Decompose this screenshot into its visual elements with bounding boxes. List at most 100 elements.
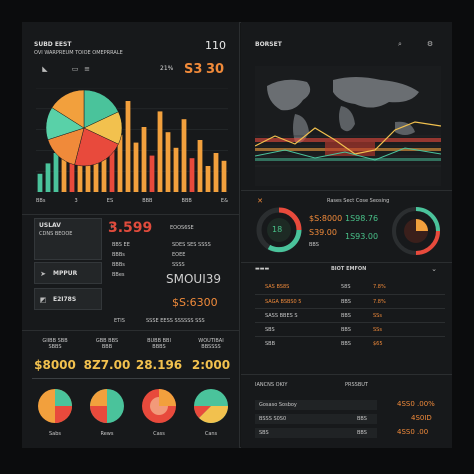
card-sub: CDNS BEOOE xyxy=(39,231,73,237)
big-text-1: SMOUI39 xyxy=(166,272,222,286)
kpi-value: 28.196 xyxy=(135,358,183,372)
bottom-row-value: 4S0ID xyxy=(411,414,432,422)
bar xyxy=(133,142,139,192)
table-cell: SBS xyxy=(265,327,275,333)
bar-chart xyxy=(36,88,228,192)
stat-v4: BBS xyxy=(309,242,319,248)
bar xyxy=(213,153,219,192)
bar xyxy=(61,129,67,192)
bar xyxy=(101,145,107,192)
pie-slice xyxy=(51,89,85,129)
left-title: SUBD EEST xyxy=(34,41,72,48)
stats-title: Rases Sect Cose Seosing xyxy=(327,198,390,204)
kpi-card[interactable]: WOUTIBAI BBSSSS 2:000 xyxy=(186,338,236,372)
bottom-row-name: SBS xyxy=(259,430,269,436)
gauge-value: 18 xyxy=(272,225,283,234)
right-title: BORSET xyxy=(255,41,282,48)
list-label: BBes xyxy=(112,272,125,278)
header-badge: 110 xyxy=(205,39,226,52)
kpi-sub: BBBS xyxy=(152,344,166,350)
bar xyxy=(37,173,43,192)
table-col-header: SAS BS8S xyxy=(265,284,290,290)
metric-card-1-value: MPPUR xyxy=(53,270,78,277)
tag-icon[interactable]: ▭ xyxy=(71,65,79,73)
kpi-card[interactable]: GIIBB SBB SBBS $8000 xyxy=(30,338,80,372)
stat-v5: 1S93.00 xyxy=(345,232,379,241)
metric-card-2-value: E2I78S xyxy=(53,296,77,303)
bar xyxy=(117,134,123,192)
pie-chart xyxy=(142,389,176,423)
list-value: SDES SES SSSS xyxy=(172,242,211,248)
bar xyxy=(189,158,195,192)
list-label: BBBs xyxy=(112,252,125,258)
stat-v2: 1S98.76 xyxy=(345,214,379,223)
pie-card[interactable]: Cass xyxy=(134,388,184,437)
metric-card-2[interactable]: ◩ E2I78S xyxy=(34,288,102,310)
list-icon[interactable]: ≡ xyxy=(84,65,90,73)
search-icon[interactable]: ⌕ xyxy=(398,39,402,48)
chart-footer-label: E& xyxy=(220,198,228,204)
data-table: SAS BS8S 58S 7.8% SAGA BSBS0 5 BBS 7.8% … xyxy=(255,280,445,350)
pie-chart xyxy=(194,389,228,423)
bar xyxy=(181,119,187,192)
kpi-sub: BBSSSS xyxy=(201,344,221,350)
gear-icon[interactable]: ⚙ xyxy=(426,40,434,48)
pie-card[interactable]: Rews xyxy=(82,388,132,437)
bottom-row[interactable]: Gosaso Sosboy xyxy=(255,400,377,410)
pie-card[interactable]: Cans xyxy=(186,388,236,437)
pie-label: Cass xyxy=(153,431,165,437)
kpi-value: 2:000 xyxy=(191,358,231,372)
table-cell: 7.8% xyxy=(373,299,386,305)
close-icon[interactable]: ✕ xyxy=(110,223,116,231)
gauge-right xyxy=(392,207,440,255)
kpi-row: GIIBB SBB SBBS $8000 GBB BBS BBB 8Z7.00 … xyxy=(30,338,236,372)
list-value: EOEE xyxy=(172,252,186,258)
kpi-card[interactable]: BUBB BBI BBBS 28.196 xyxy=(134,338,184,372)
table-cell: BBS xyxy=(341,327,351,333)
bottom-row-mid: BBS xyxy=(357,416,367,422)
bottom-row-value: 4SS0 .00% xyxy=(397,400,435,408)
summary-card[interactable]: USLAV CDNS BEOOE xyxy=(34,218,102,260)
chart-icon: ◩ xyxy=(39,296,47,304)
table-row[interactable]: SBB BBS $65 xyxy=(255,336,445,350)
right-panel: BORSET ⌕ ⚙ ✕ Rases Sect Cose Seosing 18 … xyxy=(241,22,452,448)
table-cell: SSs xyxy=(373,327,382,333)
bottom-header-2: PRSSBUT xyxy=(345,382,368,388)
table-cell: BBS xyxy=(341,341,351,347)
pie-label: Rews xyxy=(100,431,114,437)
bar xyxy=(125,101,131,192)
table-row[interactable]: SBS BBS SSs xyxy=(255,322,445,336)
pie-slice xyxy=(74,127,119,167)
metric-card-1[interactable]: ➤ MPPUR xyxy=(34,262,102,284)
chevron-down-icon[interactable]: ⌄ xyxy=(431,265,437,273)
table-row[interactable]: SASS BBES S BBS SSs xyxy=(255,308,445,322)
bottom-row[interactable]: SBS BBS xyxy=(255,428,377,438)
table-cell: SAGA BSBS0 5 xyxy=(265,299,302,305)
pie-label: Cans xyxy=(204,431,218,437)
card-title: USLAV xyxy=(39,222,61,229)
kpi-value: $8000 xyxy=(34,358,76,372)
pie-slice xyxy=(83,89,119,129)
left-panel: SUBD EEST OVI WARPREUM TOIOE OMEPRRALE 1… xyxy=(22,22,240,448)
chart-icon[interactable]: ◣ xyxy=(42,65,48,73)
bottom-row-value: 4SS0 .00 xyxy=(397,428,429,436)
close-icon[interactable]: ✕ xyxy=(257,197,263,205)
pie-chart xyxy=(90,389,124,423)
bottom-row[interactable]: BSSS S0S0 BBS xyxy=(255,414,377,424)
bar xyxy=(197,140,203,192)
table-cell: $65 xyxy=(373,341,383,347)
top-stat-b: 30 xyxy=(206,62,225,77)
chart-footer-label: BBB xyxy=(181,198,192,204)
list-label: BBS EE xyxy=(112,242,130,248)
table-cell: BBS xyxy=(341,299,351,305)
arrow-icon: ➤ xyxy=(40,270,46,278)
world-map xyxy=(255,66,441,186)
table-header: SAS BS8S 58S 7.8% xyxy=(255,280,445,294)
table-row[interactable]: SAGA BSBS0 5 BBS 7.8% xyxy=(255,294,445,308)
kpi-card[interactable]: GBB BBS BBB 8Z7.00 xyxy=(82,338,132,372)
bottom-row-mid: BBS xyxy=(357,430,367,436)
pie-row: Sabs Rews Cass Cans xyxy=(30,388,236,437)
pie-card[interactable]: Sabs xyxy=(30,388,80,437)
table-cell: SSs xyxy=(373,313,382,319)
chart-footer-label: ES xyxy=(106,198,114,204)
